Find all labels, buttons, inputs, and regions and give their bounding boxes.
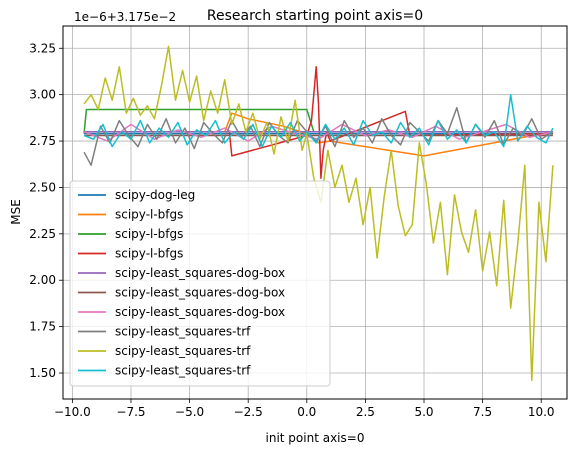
legend-label: scipy-least_squares-dog-box xyxy=(115,286,285,300)
y-axis-label: MSE xyxy=(9,199,23,225)
y-offset-label: 1e−6+3.175e−2 xyxy=(74,10,176,24)
x-tick-label: −10.0 xyxy=(54,405,91,419)
legend-label: scipy-l-bfgs xyxy=(115,227,183,241)
x-tick-label: −2.5 xyxy=(234,405,263,419)
legend-label: scipy-least_squares-dog-box xyxy=(115,266,285,280)
x-axis-label: init point axis=0 xyxy=(266,431,365,445)
legend-label: scipy-l-bfgs xyxy=(115,208,183,222)
x-tick-label: 2.5 xyxy=(356,405,375,419)
y-tick-label: 1.50 xyxy=(29,366,56,380)
y-tick-label: 2.75 xyxy=(29,134,56,148)
x-tick-label: 10.0 xyxy=(528,405,555,419)
legend-label: scipy-least_squares-dog-box xyxy=(115,305,285,319)
legend-label: scipy-dog-leg xyxy=(115,188,195,202)
x-tick-label: −5.0 xyxy=(175,405,204,419)
y-tick-label: 1.75 xyxy=(29,320,56,334)
chart-title: Research starting point axis=0 xyxy=(207,8,423,24)
axis-ticks: −10.0 −7.5 −5.0 −2.5 0.0 2.5 5.0 7.5 10.0 1.50 1.7… xyxy=(29,41,554,419)
legend-label: scipy-least_squares-trf xyxy=(115,344,251,358)
series-line xyxy=(84,112,554,157)
series-line xyxy=(83,93,554,148)
y-tick-label: 2.50 xyxy=(29,180,56,194)
x-tick-label: 7.5 xyxy=(473,405,492,419)
x-tick-label: 5.0 xyxy=(414,405,433,419)
x-tick-label: −7.5 xyxy=(116,405,145,419)
y-tick-label: 2.25 xyxy=(29,227,56,241)
y-tick-label: 3.25 xyxy=(29,41,56,55)
y-tick-label: 2.00 xyxy=(29,273,56,287)
plot-frame xyxy=(62,25,568,400)
series-line xyxy=(84,66,553,179)
legend: scipy-dog-leg scipy-l-bfgs scipy-l-bfgs sci… xyxy=(69,180,331,387)
y-tick-label: 3.00 xyxy=(29,88,56,102)
legend-label: scipy-least_squares-trf xyxy=(115,325,251,339)
legend-box xyxy=(69,180,331,387)
legend-label: scipy-least_squares-trf xyxy=(115,364,251,378)
x-tick-label: 0.0 xyxy=(297,405,316,419)
legend-label: scipy-l-bfgs xyxy=(115,247,183,261)
series-layer xyxy=(83,45,554,382)
